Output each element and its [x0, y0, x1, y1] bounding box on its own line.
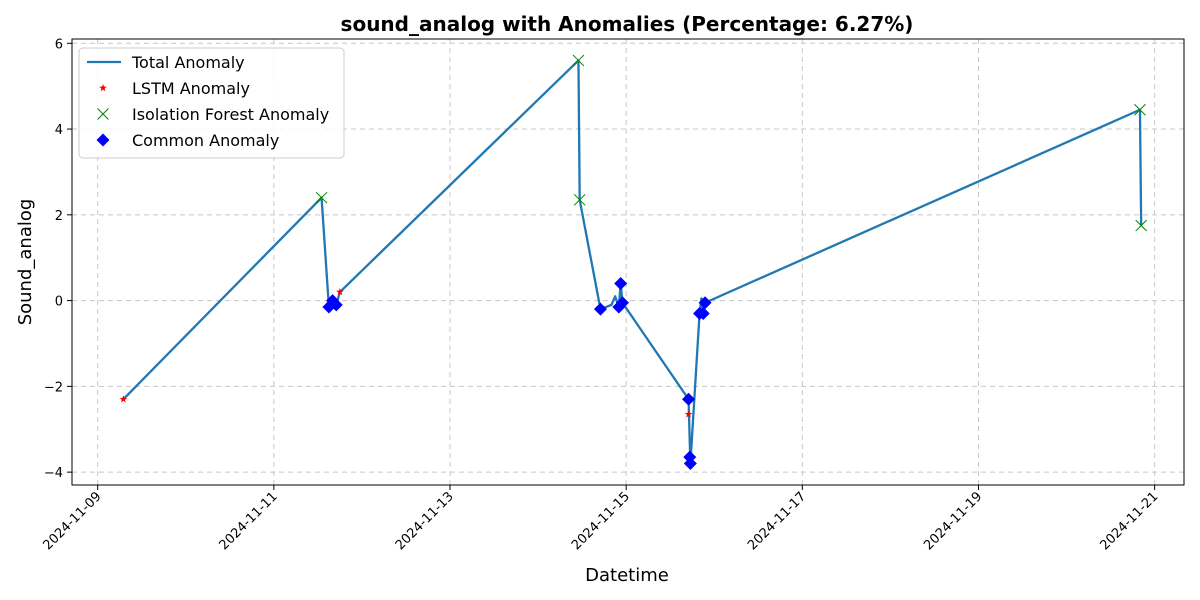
x-tick-label: 2024-11-17 — [745, 489, 809, 553]
plot-frame — [71, 38, 1185, 486]
x-tick-label: 2024-11-09 — [40, 489, 104, 553]
isolation-forest-marker — [1134, 103, 1146, 116]
common-anomaly-marker — [683, 457, 697, 471]
x-tick-label: 2024-11-11 — [217, 489, 281, 553]
legend-label: Isolation Forest Anomaly — [132, 105, 329, 124]
legend: Total Anomaly LSTM Anomaly Isolation Fores… — [78, 47, 345, 159]
legend-label: Total Anomaly — [131, 53, 245, 72]
y-tick-label: 6 — [55, 37, 63, 52]
y-axis-title: Sound_analog — [15, 199, 36, 326]
y-tick-label: 2 — [55, 209, 63, 224]
legend-label: Common Anomaly — [132, 131, 279, 150]
y-tick-label: −4 — [44, 466, 63, 481]
common-anomaly-marker — [682, 392, 696, 406]
legend-box — [78, 47, 345, 159]
y-tick-label: 4 — [55, 123, 63, 138]
isolation-forest-marker — [572, 54, 585, 67]
lstm-anomaly-marker — [336, 288, 344, 296]
legend-swatch-diamond — [96, 133, 110, 147]
x-tick-label: 2024-11-15 — [569, 489, 633, 553]
legend-swatch-x — [97, 108, 109, 120]
x-axis-title: Datetime — [585, 565, 669, 586]
chart-title: sound_analog with Anomalies (Percentage:… — [341, 12, 914, 36]
lstm-anomaly-marker — [119, 395, 128, 403]
legend-swatch-star — [99, 84, 107, 92]
y-tick-label: −2 — [44, 380, 63, 395]
y-tick-label: 0 — [55, 295, 63, 310]
isolation-forest-marker — [1135, 219, 1148, 232]
lstm-anomaly-marker — [684, 410, 693, 418]
x-tick-label: 2024-11-13 — [393, 489, 457, 553]
common-anomaly-marker — [614, 276, 628, 290]
x-tick-label: 2024-11-21 — [1097, 489, 1161, 553]
common-anomaly-marker — [698, 296, 712, 310]
isolation-forest-marker — [573, 193, 586, 206]
common-anomaly-marker — [593, 302, 607, 316]
plot-series — [119, 54, 1148, 471]
isolation-forest-marker — [315, 191, 328, 204]
common-anomaly-marker — [615, 296, 629, 310]
legend-label: LSTM Anomaly — [132, 79, 250, 98]
x-tick-label: 2024-11-19 — [921, 489, 985, 553]
common-anomaly-marker — [329, 298, 343, 312]
common-anomaly-marker — [696, 306, 710, 320]
